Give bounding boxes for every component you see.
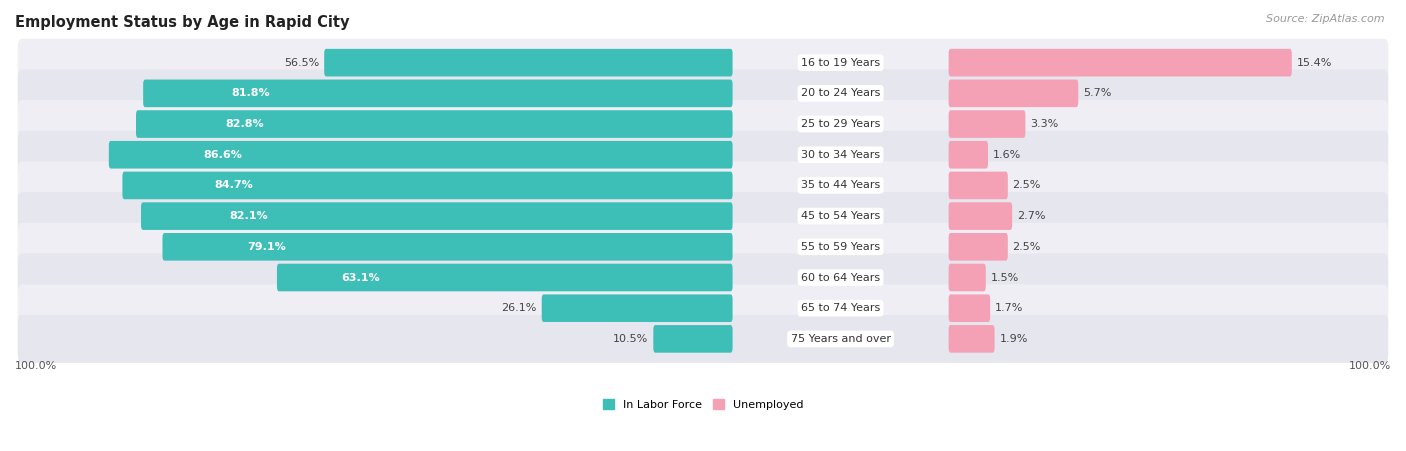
FancyBboxPatch shape (18, 161, 1388, 209)
Text: 65 to 74 Years: 65 to 74 Years (801, 303, 880, 313)
Text: 45 to 54 Years: 45 to 54 Years (801, 211, 880, 221)
Text: 81.8%: 81.8% (231, 88, 270, 98)
FancyBboxPatch shape (18, 253, 1388, 301)
FancyBboxPatch shape (949, 325, 994, 353)
FancyBboxPatch shape (949, 141, 988, 169)
FancyBboxPatch shape (949, 264, 986, 291)
Text: 84.7%: 84.7% (214, 180, 253, 190)
Text: 100.0%: 100.0% (15, 361, 58, 371)
FancyBboxPatch shape (654, 325, 733, 353)
FancyBboxPatch shape (949, 202, 1012, 230)
Text: 75 Years and over: 75 Years and over (790, 334, 890, 344)
FancyBboxPatch shape (949, 49, 1292, 77)
Text: Employment Status by Age in Rapid City: Employment Status by Age in Rapid City (15, 15, 350, 30)
Text: 10.5%: 10.5% (613, 334, 648, 344)
FancyBboxPatch shape (143, 79, 733, 107)
Text: 86.6%: 86.6% (202, 150, 242, 160)
FancyBboxPatch shape (949, 233, 1008, 261)
Text: 2.5%: 2.5% (1012, 242, 1040, 252)
FancyBboxPatch shape (325, 49, 733, 77)
Text: Source: ZipAtlas.com: Source: ZipAtlas.com (1267, 14, 1385, 23)
Legend: In Labor Force, Unemployed: In Labor Force, Unemployed (603, 400, 803, 410)
FancyBboxPatch shape (136, 110, 733, 138)
FancyBboxPatch shape (18, 315, 1388, 363)
FancyBboxPatch shape (949, 110, 1025, 138)
FancyBboxPatch shape (18, 131, 1388, 179)
FancyBboxPatch shape (18, 284, 1388, 332)
Text: 1.6%: 1.6% (993, 150, 1021, 160)
Text: 20 to 24 Years: 20 to 24 Years (801, 88, 880, 98)
FancyBboxPatch shape (277, 264, 733, 291)
Text: 16 to 19 Years: 16 to 19 Years (801, 58, 880, 68)
FancyBboxPatch shape (18, 223, 1388, 271)
FancyBboxPatch shape (18, 39, 1388, 87)
Text: 2.5%: 2.5% (1012, 180, 1040, 190)
Text: 63.1%: 63.1% (342, 272, 380, 282)
Text: 100.0%: 100.0% (1348, 361, 1391, 371)
FancyBboxPatch shape (949, 79, 1078, 107)
Text: 1.9%: 1.9% (1000, 334, 1028, 344)
FancyBboxPatch shape (949, 172, 1008, 199)
Text: 1.7%: 1.7% (995, 303, 1024, 313)
FancyBboxPatch shape (541, 295, 733, 322)
Text: 30 to 34 Years: 30 to 34 Years (801, 150, 880, 160)
FancyBboxPatch shape (18, 192, 1388, 240)
Text: 82.8%: 82.8% (225, 119, 264, 129)
Text: 56.5%: 56.5% (284, 58, 319, 68)
Text: 1.5%: 1.5% (991, 272, 1019, 282)
FancyBboxPatch shape (141, 202, 733, 230)
FancyBboxPatch shape (949, 295, 990, 322)
FancyBboxPatch shape (122, 172, 733, 199)
Text: 2.7%: 2.7% (1017, 211, 1046, 221)
Text: 79.1%: 79.1% (247, 242, 285, 252)
FancyBboxPatch shape (18, 69, 1388, 117)
Text: 55 to 59 Years: 55 to 59 Years (801, 242, 880, 252)
FancyBboxPatch shape (163, 233, 733, 261)
Text: 5.7%: 5.7% (1083, 88, 1111, 98)
Text: 60 to 64 Years: 60 to 64 Years (801, 272, 880, 282)
Text: 3.3%: 3.3% (1031, 119, 1059, 129)
Text: 82.1%: 82.1% (229, 211, 269, 221)
Text: 25 to 29 Years: 25 to 29 Years (801, 119, 880, 129)
Text: 35 to 44 Years: 35 to 44 Years (801, 180, 880, 190)
FancyBboxPatch shape (108, 141, 733, 169)
Text: 26.1%: 26.1% (502, 303, 537, 313)
Text: 15.4%: 15.4% (1296, 58, 1331, 68)
FancyBboxPatch shape (18, 100, 1388, 148)
